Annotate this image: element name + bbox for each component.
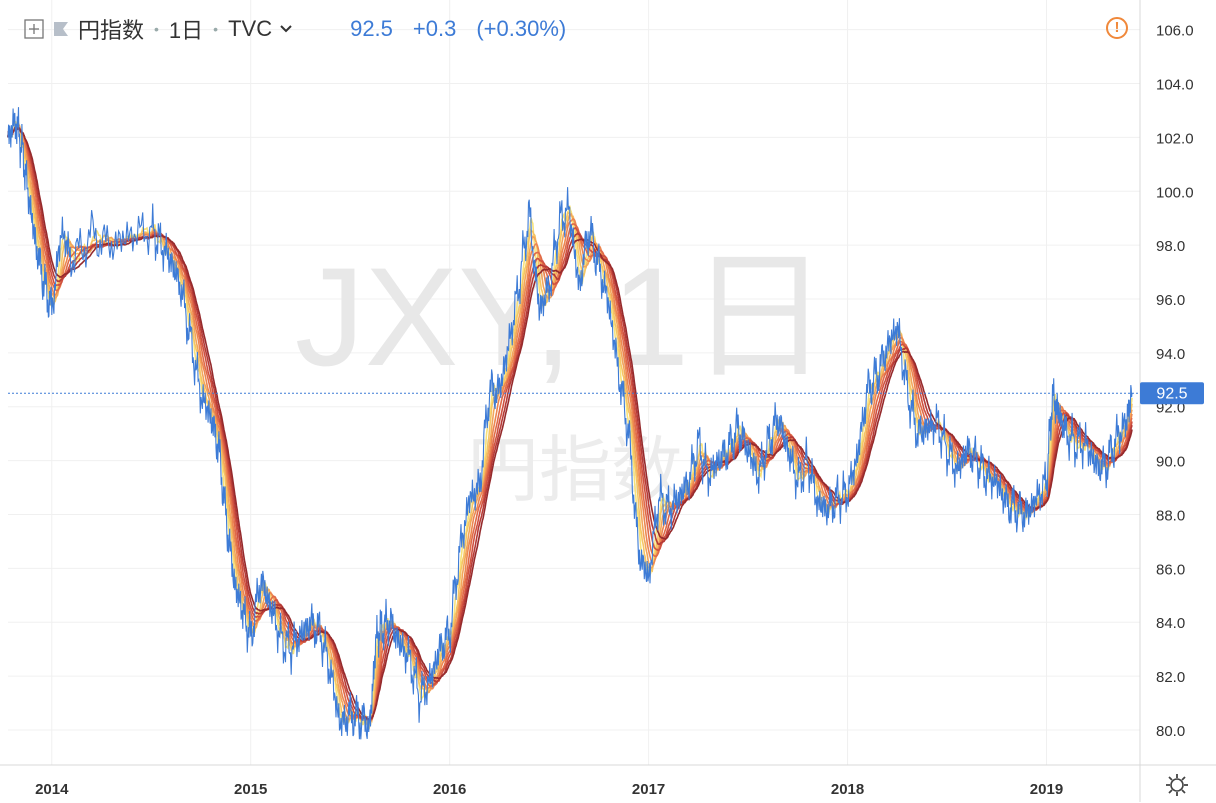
interval-label[interactable]: 1日 bbox=[168, 18, 204, 43]
ma-line bbox=[7, 126, 1133, 721]
price-axis[interactable]: 106.0104.0102.0100.098.096.094.092.090.0… bbox=[1156, 23, 1194, 740]
legend-header: 円指数 • 1日 • TVC 92.5 +0.3 (+0.30%) bbox=[24, 12, 566, 46]
y-tick-label: 102.0 bbox=[1156, 130, 1194, 147]
y-tick-label: 80.0 bbox=[1156, 723, 1185, 740]
y-tick-label: 88.0 bbox=[1156, 507, 1185, 524]
settings-icon[interactable] bbox=[1164, 772, 1190, 803]
warning-icon[interactable]: ! bbox=[1106, 17, 1128, 39]
y-tick-label: 84.0 bbox=[1156, 615, 1185, 632]
exchange-label[interactable]: TVC bbox=[228, 16, 273, 41]
y-tick-label: 82.0 bbox=[1156, 669, 1185, 686]
y-tick-label: 94.0 bbox=[1156, 346, 1185, 363]
price-change-percent: (+0.30%) bbox=[476, 16, 567, 41]
price-change: +0.3 bbox=[412, 16, 457, 41]
x-tick-label: 2019 bbox=[1030, 781, 1063, 798]
symbol-name[interactable]: 円指数 bbox=[78, 18, 145, 43]
y-tick-label: 96.0 bbox=[1156, 292, 1185, 309]
x-tick-label: 2014 bbox=[35, 781, 69, 798]
x-tick-label: 2016 bbox=[433, 781, 466, 798]
separator-dot: • bbox=[154, 21, 159, 37]
y-tick-label: 104.0 bbox=[1156, 77, 1194, 94]
y-tick-label: 90.0 bbox=[1156, 454, 1185, 471]
add-compare-icon[interactable] bbox=[24, 19, 44, 39]
y-tick-label: 86.0 bbox=[1156, 561, 1185, 578]
last-price: 92.5 bbox=[350, 16, 393, 41]
x-tick-label: 2017 bbox=[632, 781, 665, 798]
y-tick-label: 106.0 bbox=[1156, 23, 1194, 40]
price-line bbox=[7, 107, 1133, 740]
ma-line bbox=[7, 126, 1133, 721]
flag-icon[interactable] bbox=[52, 20, 70, 38]
x-tick-label: 2015 bbox=[234, 781, 267, 798]
y-tick-label: 98.0 bbox=[1156, 238, 1185, 255]
x-tick-label: 2018 bbox=[831, 781, 864, 798]
ma-line bbox=[7, 126, 1133, 722]
chevron-down-icon[interactable] bbox=[280, 24, 292, 34]
time-axis[interactable]: 2014 2015 2016 2017 2018 2019 bbox=[35, 781, 1063, 798]
ma-line bbox=[7, 126, 1133, 721]
price-tag-label: 92.5 bbox=[1156, 385, 1187, 402]
price-tag: 92.5 bbox=[1140, 382, 1204, 405]
separator-dot: • bbox=[213, 21, 219, 37]
chart-grid bbox=[8, 0, 1140, 765]
y-tick-label: 100.0 bbox=[1156, 184, 1194, 201]
